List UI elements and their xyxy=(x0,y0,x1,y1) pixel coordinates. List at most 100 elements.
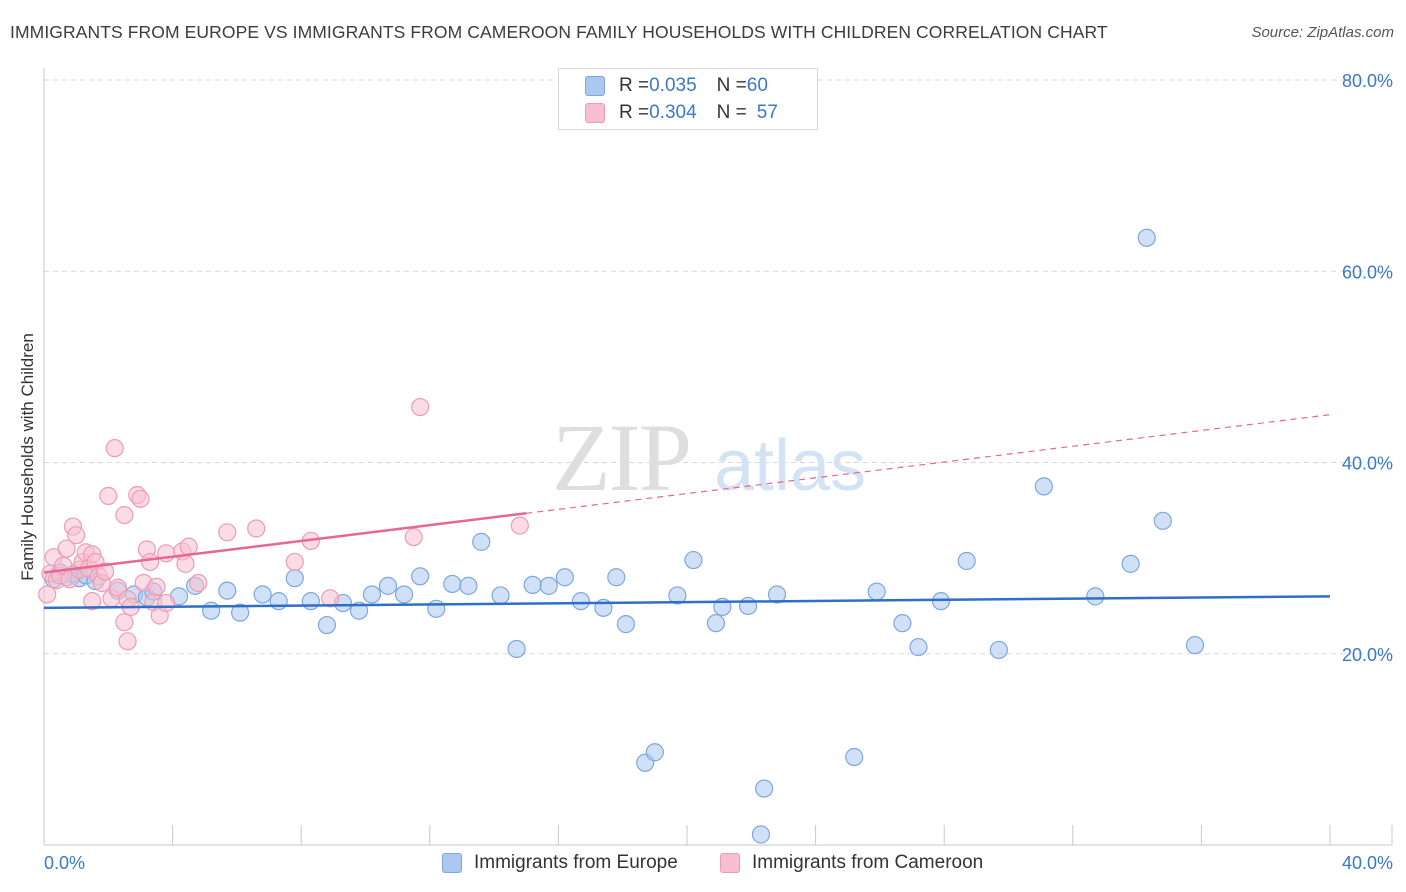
europe-trend-line xyxy=(43,595,1331,610)
europe-point xyxy=(491,586,510,605)
legend-item-cameroon[interactable]: Immigrants from Cameroon xyxy=(720,852,983,874)
europe-point xyxy=(909,637,928,657)
cameroon-point xyxy=(115,613,134,632)
cameroon-point xyxy=(147,577,166,596)
europe-point xyxy=(845,747,864,767)
cameroon-point xyxy=(321,589,340,608)
europe-point xyxy=(607,568,626,587)
data-points xyxy=(38,228,1205,844)
europe-point xyxy=(751,825,771,844)
europe-n-label: N = xyxy=(716,75,747,96)
y-tick-label: 40.0% xyxy=(1342,454,1393,474)
cameroon-point xyxy=(189,573,208,593)
axis-labels: 20.0% 40.0% 60.0% 80.0% 0.0% 40.0% Family Hous… xyxy=(18,71,1393,873)
europe-point xyxy=(285,569,304,588)
cameroon-point xyxy=(140,552,160,572)
europe-point xyxy=(317,615,337,635)
cameroon-point xyxy=(404,527,423,547)
europe-point xyxy=(684,550,703,570)
europe-point xyxy=(253,585,272,604)
cameroon-point xyxy=(115,505,134,525)
cameroon-point xyxy=(83,592,102,611)
europe-point xyxy=(1153,511,1172,530)
series-legend: Immigrants from Europe Immigrants from C… xyxy=(0,850,1406,880)
europe-point xyxy=(738,596,758,616)
watermark-zip: ZIP xyxy=(552,404,690,511)
europe-point xyxy=(459,576,478,595)
watermark-atlas: atlas xyxy=(714,426,866,506)
cameroon-point xyxy=(179,537,198,556)
europe-point xyxy=(668,586,687,605)
x-tick-label: 40.0% xyxy=(1342,853,1393,873)
cameroon-trend-projection xyxy=(526,414,1331,514)
cameroon-point xyxy=(95,562,115,581)
legend-label-europe: Immigrants from Europe xyxy=(474,852,678,873)
cameroon-point xyxy=(285,552,304,572)
europe-point xyxy=(349,601,369,620)
legend-row-cameroon: R = 0.304 N = 57 xyxy=(585,102,778,124)
cameroon-point xyxy=(157,593,176,613)
cameroon-r-value: 0.304 xyxy=(649,102,697,123)
y-tick-label: 80.0% xyxy=(1342,71,1393,91)
cameroon-point xyxy=(99,486,118,506)
europe-point xyxy=(755,779,774,798)
cameroon-point xyxy=(118,632,137,651)
cameroon-point xyxy=(105,439,124,458)
europe-legend-icon xyxy=(442,853,462,873)
europe-point xyxy=(616,615,636,634)
y-axis-title: Family Households with Children xyxy=(18,333,37,581)
cameroon-n-value: 57 xyxy=(756,102,778,123)
cameroon-point xyxy=(176,554,195,573)
cameroon-r-label: R = xyxy=(619,102,650,123)
europe-point xyxy=(1121,554,1140,573)
cameroon-point xyxy=(67,526,86,545)
cameroon-trend-line xyxy=(43,512,527,574)
cameroon-swatch-icon xyxy=(585,103,605,123)
cameroon-point xyxy=(131,489,150,508)
europe-point xyxy=(301,592,320,611)
europe-point xyxy=(571,592,591,611)
europe-point xyxy=(411,567,430,586)
europe-point xyxy=(645,743,664,762)
europe-point xyxy=(867,582,886,601)
europe-point xyxy=(362,585,382,604)
europe-r-label: R = xyxy=(619,75,650,96)
europe-point xyxy=(443,574,462,594)
cameroon-point xyxy=(510,516,529,535)
correlation-legend: R = 0.035 N = 60 R = 0.304 N = 57 xyxy=(558,68,818,130)
europe-point xyxy=(539,576,558,595)
europe-point xyxy=(893,614,912,633)
europe-point xyxy=(931,592,951,611)
europe-point xyxy=(1185,636,1205,655)
europe-point xyxy=(269,592,288,611)
trend-lines xyxy=(43,414,1331,610)
legend-label-cameroon: Immigrants from Cameroon xyxy=(752,852,984,873)
cameroon-point xyxy=(247,519,266,538)
cameroon-point xyxy=(57,539,76,558)
europe-point xyxy=(989,640,1008,660)
y-tick-label: 20.0% xyxy=(1342,645,1393,665)
cameroon-n-label: N = xyxy=(716,102,747,123)
europe-n-value: 60 xyxy=(746,75,768,96)
europe-point xyxy=(394,585,414,604)
europe-point xyxy=(427,599,446,618)
europe-point xyxy=(555,568,574,587)
legend-item-europe[interactable]: Immigrants from Europe xyxy=(442,852,678,874)
europe-point xyxy=(507,639,526,659)
europe-point xyxy=(202,601,221,620)
europe-point xyxy=(767,585,787,604)
europe-point xyxy=(523,575,542,595)
europe-point xyxy=(231,603,250,622)
europe-point xyxy=(1034,477,1053,496)
chart-title: IMMIGRANTS FROM EUROPE VS IMMIGRANTS FRO… xyxy=(10,22,1108,42)
cameroon-point xyxy=(218,523,237,542)
europe-point xyxy=(218,581,237,600)
europe-point xyxy=(957,551,976,571)
legend-row-europe: R = 0.035 N = 60 xyxy=(585,75,768,97)
europe-r-value: 0.035 xyxy=(649,75,697,96)
cameroon-point xyxy=(411,397,430,417)
europe-point xyxy=(1137,228,1156,247)
watermark: ZIP atlas xyxy=(552,404,866,511)
cameroon-point xyxy=(38,585,57,604)
